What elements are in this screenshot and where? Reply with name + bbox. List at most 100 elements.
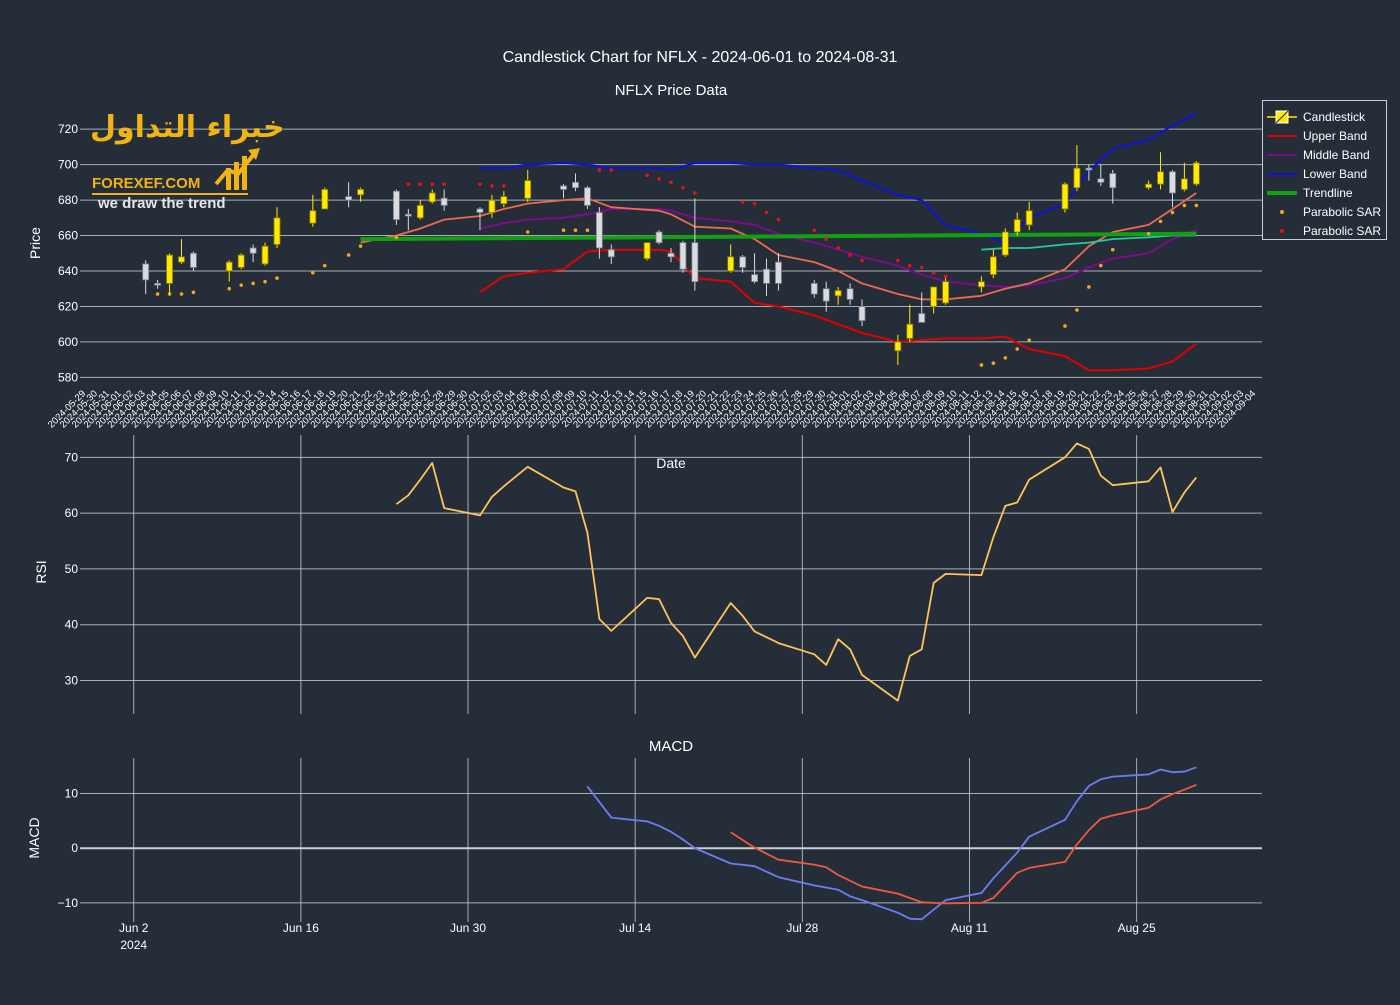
candle-body — [1073, 167, 1081, 189]
line-icon — [1267, 148, 1297, 162]
legend-item-lower-band[interactable]: Lower Band — [1267, 164, 1367, 183]
x-tick-label: Aug 11 — [951, 921, 988, 935]
rsi-y-tick-label: 30 — [65, 674, 79, 688]
sar-point-red — [609, 168, 614, 172]
sar-point-orange — [1099, 263, 1103, 268]
candle — [190, 251, 197, 271]
candle-body — [261, 245, 269, 265]
candle — [428, 189, 436, 204]
legend-item-upper-band[interactable]: Upper Band — [1267, 126, 1367, 145]
candle — [225, 260, 233, 282]
sar-point-orange — [167, 292, 172, 296]
legend-item-trendline[interactable]: Trendline — [1267, 183, 1353, 202]
candle — [643, 242, 651, 261]
sar-point-orange — [227, 286, 232, 291]
macd-y-tick-label: 10 — [65, 787, 79, 801]
candle — [751, 253, 758, 284]
sar-point-orange — [358, 244, 363, 248]
trendline — [360, 231, 1197, 242]
sar-point-orange — [1158, 219, 1163, 224]
candle-body — [584, 187, 591, 206]
candle — [1109, 169, 1117, 204]
candle-body — [392, 190, 400, 220]
macd-panel-title: MACD — [649, 738, 693, 755]
candle — [822, 281, 830, 312]
candle — [273, 207, 281, 248]
candle-body — [237, 254, 245, 268]
price-y-tick-label: 620 — [58, 299, 78, 313]
sar-point-red — [430, 182, 435, 186]
sar-point-red — [907, 263, 912, 268]
sar-point-orange — [1194, 203, 1199, 208]
legend-label: Candlestick — [1303, 109, 1366, 124]
bar-icon — [234, 162, 239, 190]
signal-line — [730, 783, 1197, 905]
sar-point-orange — [1182, 203, 1187, 208]
sar-point-red — [824, 237, 829, 241]
sar-point-orange — [179, 292, 184, 296]
candle-body — [404, 213, 412, 217]
candle — [572, 173, 579, 192]
macd-y-tick-label: −10 — [58, 896, 79, 910]
macd-y-axis-label: MACD — [26, 817, 42, 858]
candle-body — [416, 205, 424, 219]
candle — [942, 278, 950, 305]
candle-body — [1001, 231, 1009, 256]
line-icon — [1267, 167, 1297, 181]
legend-label: Trendline — [1303, 185, 1353, 200]
tick-labels-layer: 580 600 620 640 660 680 700 720 30 40 50 60 70 −10 0 10… — [46, 122, 1258, 952]
candle — [237, 253, 245, 270]
sar-point-red — [740, 200, 745, 204]
legend-item-middle-band[interactable]: Middle Band — [1267, 145, 1370, 164]
candle-body — [679, 242, 687, 270]
sar-point-orange — [585, 228, 590, 233]
x-tick-label: Jun 2 — [119, 921, 149, 935]
price-panel-title: NFLX Price Data — [615, 82, 728, 99]
candle — [834, 286, 842, 305]
candle-body — [858, 306, 866, 322]
price-y-tick-label: 600 — [58, 335, 78, 349]
sar-point-red — [919, 265, 924, 270]
candle-body — [739, 256, 747, 268]
bar-icon — [242, 156, 247, 190]
candle — [142, 260, 150, 295]
candle — [321, 187, 329, 210]
x-tick-label: Jul 14 — [619, 921, 651, 935]
arrow-icon — [214, 152, 256, 186]
candle — [249, 244, 257, 263]
line-icon — [1267, 129, 1297, 143]
candle-body — [524, 180, 532, 199]
sar-point-orange — [155, 292, 160, 296]
candle-body — [1097, 178, 1105, 183]
candle-body — [273, 217, 281, 245]
candle-body — [1145, 183, 1152, 189]
sar-point-orange — [1063, 324, 1067, 328]
candle — [524, 169, 532, 202]
legend-label: Middle Band — [1303, 147, 1370, 162]
sar-point-red — [752, 201, 757, 206]
candle-body — [1061, 183, 1069, 210]
candle-body — [894, 341, 902, 352]
candle-body — [500, 196, 508, 205]
sar-point-orange — [311, 270, 315, 275]
candle-body — [1157, 171, 1164, 185]
legend-item-candlestick[interactable]: Candlestick — [1267, 107, 1365, 126]
chart-title: Candlestick Chart for NFLX - 2024-06-01 … — [503, 49, 898, 66]
candle — [440, 189, 448, 211]
candle — [1001, 228, 1009, 257]
candle-body — [357, 189, 364, 196]
candle — [906, 304, 914, 342]
sar-point-orange — [573, 228, 578, 233]
sar-point-red — [931, 270, 936, 275]
sar-point-orange — [191, 290, 196, 295]
sar-point-red — [812, 228, 817, 233]
candle — [607, 244, 615, 264]
ema-long-line — [981, 234, 1197, 251]
candle-body — [1109, 173, 1117, 189]
legend-item-sar-red[interactable]: Parabolic SAR — [1267, 221, 1381, 240]
legend-item-sar-orange[interactable]: Parabolic SAR — [1267, 202, 1381, 221]
candle-body — [428, 192, 436, 203]
bar-icon — [226, 168, 231, 190]
candle-body — [942, 281, 950, 304]
watermark-tagline: we draw the trend — [98, 195, 226, 212]
